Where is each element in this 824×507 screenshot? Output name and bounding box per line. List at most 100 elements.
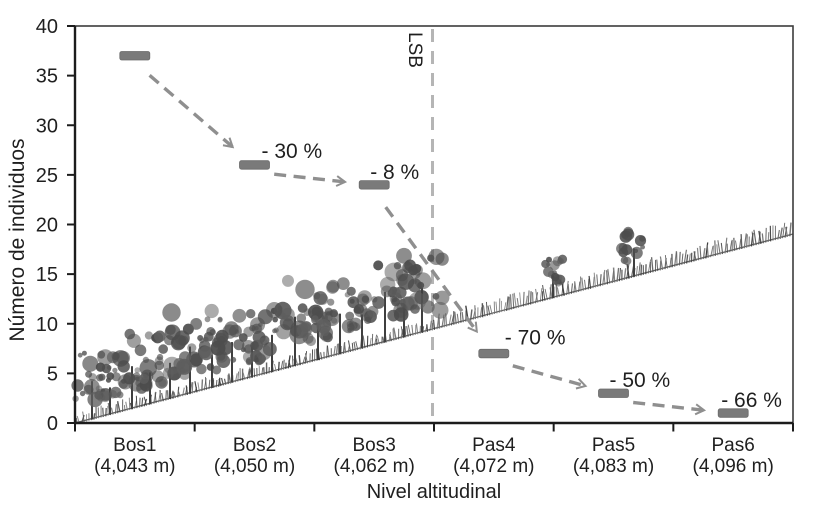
grass-blade	[343, 343, 347, 354]
grass-blade	[683, 249, 687, 265]
y-tick-label: 40	[36, 16, 58, 38]
y-tick-label: 10	[36, 314, 58, 336]
tree-foliage	[300, 321, 312, 332]
grass-blade	[618, 267, 621, 282]
y-axis-title: Número de individuos	[6, 138, 29, 342]
grass-blade	[729, 240, 733, 253]
grass-blade	[583, 279, 587, 291]
grass-blade	[185, 385, 189, 395]
percent-change-label: - 30 %	[262, 140, 323, 163]
tree-foliage	[134, 344, 147, 357]
tree-foliage	[346, 286, 356, 296]
tree-foliage	[282, 318, 294, 330]
grass-blade	[407, 324, 412, 337]
grass-blade	[716, 244, 719, 256]
grass-blade	[512, 293, 515, 310]
x-category-sublabel: (4,062 m)	[334, 456, 415, 477]
tree-foliage	[87, 391, 103, 408]
grass-blade	[616, 267, 620, 282]
tree-foliage	[272, 316, 279, 323]
grass-blade	[141, 397, 144, 407]
tree-foliage	[336, 277, 350, 290]
tree-foliage	[349, 298, 355, 304]
grass-blade	[218, 378, 222, 387]
grass-blade	[623, 268, 627, 281]
percent-change-label: - 50 %	[610, 369, 671, 392]
percent-change-label: - 70 %	[505, 327, 566, 350]
grass-blade	[513, 292, 517, 309]
tree-foliage	[297, 303, 308, 313]
grass-blade	[389, 334, 393, 342]
grass-blade	[573, 281, 577, 293]
y-tick-label: 20	[36, 215, 58, 237]
grass-blade	[304, 351, 308, 365]
tree-foliage	[250, 341, 260, 350]
grass-blade	[320, 352, 323, 360]
vegetation-illustration	[71, 222, 794, 425]
grass-blade	[282, 359, 285, 370]
x-category-sublabel: (4,096 m)	[693, 456, 774, 477]
grass-blade	[234, 373, 238, 383]
grass-blade	[393, 327, 397, 341]
tree-foliage	[373, 260, 384, 271]
tree-foliage	[187, 343, 197, 353]
grass-blade	[570, 283, 573, 294]
grass-blade	[154, 392, 157, 404]
grass-blade	[542, 284, 546, 301]
tree-foliage	[356, 293, 370, 307]
tree-foliage	[99, 390, 111, 403]
grass-blade	[782, 222, 786, 239]
grass-blade	[578, 281, 581, 292]
grass-blade	[277, 361, 280, 371]
grass-blade	[474, 305, 476, 320]
tree-foliage	[163, 356, 181, 375]
tree-foliage	[639, 235, 646, 242]
tree-foliage	[557, 257, 564, 265]
trend-arrow	[148, 74, 235, 149]
grass-blade	[228, 373, 232, 384]
grass-blade	[489, 304, 493, 315]
grass-blade	[549, 287, 553, 300]
tree-foliage	[421, 300, 435, 314]
grass-blade	[743, 233, 747, 249]
grass-blade	[587, 278, 590, 290]
tree-foliage	[138, 373, 149, 384]
grass-blade	[696, 247, 700, 261]
grass-blade	[204, 377, 208, 390]
trend-arrow	[384, 206, 478, 334]
tree-foliage	[396, 302, 407, 313]
tree-foliage	[242, 351, 255, 363]
tree-foliage	[142, 356, 149, 363]
tree-foliage	[123, 372, 136, 385]
grass-blade	[724, 237, 728, 254]
grass-blade	[556, 287, 560, 298]
tree-foliage	[134, 367, 141, 374]
trend-arrow	[633, 400, 707, 416]
grass-blade	[280, 360, 284, 371]
grass-blade	[669, 257, 672, 268]
grass-blade	[509, 294, 513, 310]
grass-slope	[75, 222, 792, 425]
tree-foliage	[393, 262, 402, 270]
grass-blade	[381, 336, 385, 344]
grass-blade	[160, 392, 165, 402]
grass-blade	[751, 231, 755, 246]
grass-blade	[117, 401, 121, 413]
grass-blade	[720, 242, 724, 255]
tree-icon	[616, 226, 647, 277]
tree-foliage	[550, 272, 560, 282]
grass-blade	[212, 378, 215, 389]
grass-blade	[738, 238, 742, 250]
tree-foliage	[395, 269, 409, 282]
grass-blade	[351, 342, 354, 352]
grass-blade	[505, 296, 509, 311]
x-category-label: Bos3	[353, 435, 396, 456]
grass-blade	[733, 237, 736, 251]
tree-foliage	[158, 344, 168, 354]
grass-blade	[525, 295, 529, 306]
grass-blade	[347, 340, 352, 353]
grass-blade	[539, 288, 543, 303]
tree-foliage	[144, 331, 153, 340]
grass-blade	[596, 274, 599, 287]
